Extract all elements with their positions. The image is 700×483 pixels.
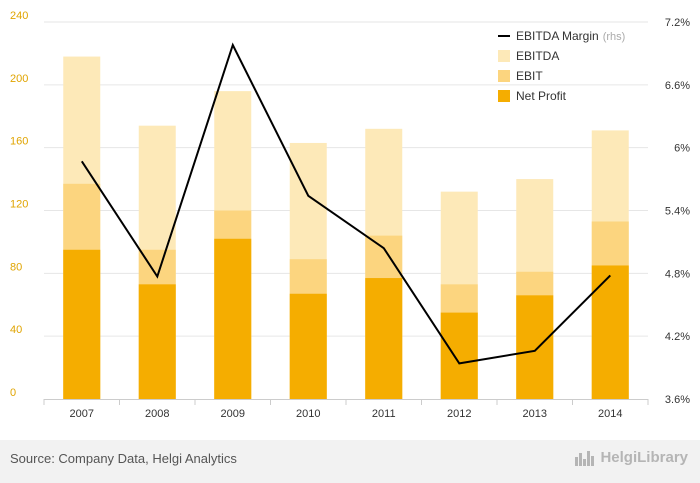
legend-item: EBIT [498,69,543,83]
bar-net-profit [440,312,478,399]
bar-net-profit [138,284,176,399]
legend-label: EBITDA Margin (rhs) [516,29,625,43]
left-axis-tick: 120 [10,199,28,211]
bar-net-profit [289,293,327,399]
right-axis-tick: 5.4% [665,206,690,218]
right-axis-tick: 4.8% [665,268,690,280]
left-axis-tick: 40 [10,324,22,336]
axes: 0 40 80 120 160 200 240 3.6% 4.2% 4.8% 5.4% 6% 6.6% 7… [10,10,690,420]
left-axis-tick: 200 [10,73,28,85]
chart: 0 40 80 120 160 200 240 3.6% 4.2% 4.8% 5.4% 6% 6.6% 7… [10,10,690,420]
bar-net-profit [516,295,554,399]
ebitda-margin-polyline [80,42,612,365]
legend-item: EBITDA Margin (rhs) [498,29,625,43]
left-axis-tick: 240 [10,10,28,22]
legend-label-text: EBITDA Margin [516,29,599,43]
x-axis-label: 2011 [372,408,396,420]
x-axis-label: 2009 [221,408,245,420]
right-axis-tick: 6% [674,143,690,155]
legend-label: Net Profit [516,89,567,103]
right-axis-tick: 4.2% [665,331,690,343]
legend-item: Net Profit [498,89,567,103]
right-axis-tick: 7.2% [665,17,690,29]
legend-label-text: EBITDA [516,49,559,63]
legend-label-text: Net Profit [516,89,567,103]
ebitda-margin-line [80,42,612,365]
right-axis-tick: 3.6% [665,394,690,406]
legend-label-suffix: (rhs) [603,31,626,43]
x-axis-label: 2007 [70,408,94,420]
city-skyline-icon [575,450,595,466]
x-axis-label: 2013 [523,408,547,420]
bar-net-profit [214,238,252,399]
helgi-library-logo[interactable]: HelgiLibrary [574,449,688,466]
x-axis-label: 2012 [447,408,471,420]
legend-label: EBIT [516,69,543,83]
legend-label-text: EBIT [516,69,543,83]
source-text: Source: Company Data, Helgi Analytics [10,451,237,466]
left-axis-tick: 0 [10,387,16,399]
legend-box-marker [498,50,510,62]
legend-item: EBITDA [498,49,559,63]
x-axis-label: 2010 [296,408,320,420]
legend: EBITDA Margin (rhs) EBITDA EBIT Net Profit [498,29,625,103]
bar-net-profit [591,265,629,399]
x-axis-label: 2008 [145,408,169,420]
grid-lines [44,21,648,337]
logo-text: HelgiLibrary [600,449,688,466]
footer: Source: Company Data, Helgi Analytics He… [0,440,700,483]
bars [63,56,629,400]
left-axis-tick: 160 [10,136,28,148]
bar-net-profit [365,278,403,399]
x-axis-label: 2014 [598,408,622,420]
left-axis-tick: 80 [10,261,22,273]
legend-label: EBITDA [516,49,559,63]
bar-net-profit [63,249,101,399]
legend-box-marker [498,70,510,82]
right-axis-tick: 6.6% [665,80,690,92]
legend-box-marker [498,90,510,102]
